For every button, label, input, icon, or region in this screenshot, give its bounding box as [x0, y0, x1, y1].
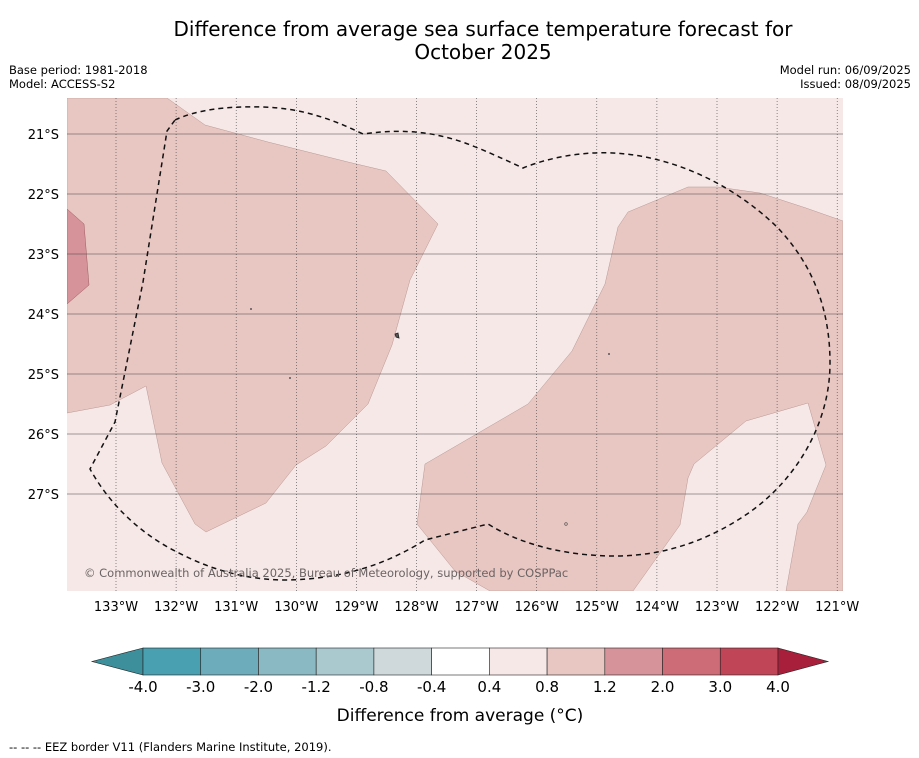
colorbar-segment [315, 647, 375, 676]
colorbar-tick-label: -0.4 [417, 678, 446, 696]
small-island-2 [250, 308, 252, 310]
colorbar-tick-label: -2.0 [244, 678, 273, 696]
colorbar-tick-label: -3.0 [186, 678, 215, 696]
colorbar-tick-label: -0.8 [359, 678, 388, 696]
longitude-label: 125°W [575, 600, 619, 615]
copyright-watermark: © Commonwealth of Australia 2025, Bureau… [84, 566, 568, 580]
colorbar-segment [604, 647, 663, 676]
colorbar-segment [431, 647, 490, 676]
colorbar-tick-label: 3.0 [708, 678, 732, 696]
colorbar: -4.0 -3.0 -2.0 -1.2 -0.8 -0.4 0.4 0.8 1.2 2.0 3.0 4… [90, 647, 830, 696]
colorbar-segment [258, 647, 317, 676]
anomaly-patch-east [416, 186, 843, 591]
anomaly-patch-west [67, 98, 439, 533]
colorbar-tick-label: -1.2 [302, 678, 331, 696]
colorbar-segment [200, 647, 259, 676]
longitude-label: 130°W [274, 600, 318, 615]
colorbar-segment [719, 647, 779, 676]
model-text: Model: ACCESS-S2 [9, 77, 116, 91]
colorbar-tick-label: -4.0 [128, 678, 157, 696]
longitude-label: 121°W [815, 600, 859, 615]
longitude-label: 126°W [515, 600, 559, 615]
longitude-label: 127°W [455, 600, 499, 615]
colorbar-segment [489, 647, 548, 676]
colorbar-segment [142, 647, 202, 676]
latitude-label: 23°S [28, 248, 59, 263]
title-line-2: October 2025 [414, 40, 552, 64]
base-info: Base period: 1981-2018 Model: ACCESS-S2 [9, 63, 148, 91]
eez-border [89, 106, 831, 581]
colorbar-label: Difference from average (°C) [337, 706, 584, 726]
colorbar-tick-label: 0.8 [535, 678, 559, 696]
colorbar-extend-high [777, 647, 830, 676]
latitude-labels: 21°S 22°S 23°S 24°S 25°S 26°S 27°S [28, 128, 59, 503]
latitude-label: 27°S [28, 488, 59, 503]
longitude-label: 128°W [394, 600, 438, 615]
issued-text: Issued: 08/09/2025 [800, 77, 911, 91]
base-period-text: Base period: 1981-2018 [9, 63, 148, 77]
colorbar-tick-label: 1.2 [593, 678, 617, 696]
longitude-labels: 133°W 132°W 131°W 130°W 129°W 128°W 127°W 126°W… [94, 600, 860, 615]
longitude-label: 131°W [214, 600, 258, 615]
colorbar-segment [662, 647, 721, 676]
longitude-label: 129°W [334, 600, 378, 615]
small-island-1 [394, 332, 400, 339]
colorbar-extend-low [90, 647, 144, 676]
small-island-4 [608, 353, 610, 355]
graticule [67, 98, 843, 591]
longitude-label: 122°W [755, 600, 799, 615]
map-area: © Commonwealth of Australia 2025, Bureau… [67, 98, 843, 591]
colorbar-segment [373, 647, 432, 676]
model-run-text: Model run: 06/09/2025 [779, 63, 911, 77]
map-title: Difference from average sea surface temp… [0, 18, 919, 64]
latitude-label: 25°S [28, 368, 59, 383]
colorbar-tick-label: 2.0 [651, 678, 675, 696]
longitude-label: 124°W [635, 600, 679, 615]
colorbar-tick-label: 4.0 [766, 678, 790, 696]
colorbar-tick-label: 0.4 [477, 678, 501, 696]
colorbar-segment [546, 647, 606, 676]
latitude-label: 22°S [28, 188, 59, 203]
anomaly-patch-strong-west [67, 208, 90, 305]
run-info: Model run: 06/09/2025 Issued: 08/09/2025 [780, 63, 911, 91]
latitude-label: 26°S [28, 428, 59, 443]
small-island-3 [289, 377, 291, 379]
longitude-label: 133°W [94, 600, 138, 615]
latitude-label: 24°S [28, 308, 59, 323]
title-line-1: Difference from average sea surface temp… [173, 17, 793, 41]
latitude-label: 21°S [28, 128, 59, 143]
eez-footnote: -- -- -- EEZ border V11 (Flanders Marine… [9, 740, 332, 754]
longitude-label: 123°W [695, 600, 739, 615]
small-island-5 [564, 522, 568, 526]
longitude-label: 132°W [154, 600, 198, 615]
